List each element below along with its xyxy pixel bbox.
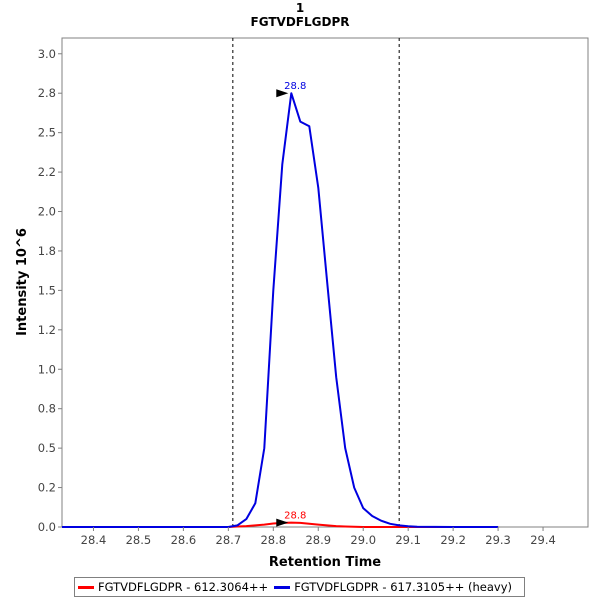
legend-label-light: FGTVDFLGDPR - 612.3064++ xyxy=(98,580,269,594)
y-tick-label-2: 0.5 xyxy=(38,441,56,455)
y-tick-label-0: 0.0 xyxy=(38,520,56,534)
x-tick-label-7: 29.1 xyxy=(395,533,421,547)
plot-area xyxy=(61,37,589,528)
peak-marker-1 xyxy=(276,89,289,98)
x-tick-label-3: 28.7 xyxy=(216,533,242,547)
x-axis-label: Retention Time xyxy=(269,555,381,570)
x-tick-label-6: 29.0 xyxy=(350,533,376,547)
legend-swatch-blue xyxy=(274,585,291,589)
x-tick-label-8: 29.2 xyxy=(440,533,466,547)
peak-marker-0 xyxy=(276,518,289,527)
y-tick-label-3: 0.8 xyxy=(38,402,56,416)
x-tick-label-9: 29.3 xyxy=(485,533,511,547)
x-tick-label-0: 28.4 xyxy=(81,533,107,547)
x-tick-label-10: 29.4 xyxy=(530,533,556,547)
legend-entry-heavy: FGTVDFLGDPR - 617.3105++ (heavy) xyxy=(274,580,512,594)
y-tick-label-1: 0.2 xyxy=(38,481,56,495)
legend-entry-light: FGTVDFLGDPR - 612.3064++ xyxy=(78,580,268,594)
y-tick-label-10: 2.5 xyxy=(38,126,56,140)
peak-label-0: 28.8 xyxy=(284,511,306,522)
chart-title: 1 xyxy=(295,1,305,15)
x-tick-label-1: 28.5 xyxy=(126,533,152,547)
x-tick-label-5: 28.9 xyxy=(305,533,331,547)
y-tick-label-9: 2.2 xyxy=(38,165,56,179)
y-tick-label-11: 2.8 xyxy=(38,86,56,100)
peak-label-1: 28.8 xyxy=(284,81,306,92)
legend-swatch-red xyxy=(78,585,94,589)
y-tick-label-6: 1.5 xyxy=(38,283,56,297)
y-tick-label-12: 3.0 xyxy=(38,47,56,61)
legend: FGTVDFLGDPR - 612.3064++ FGTVDFLGDPR - 6… xyxy=(74,577,525,597)
series-line-0 xyxy=(62,521,499,528)
y-tick-label-8: 2.0 xyxy=(38,205,56,219)
y-tick-label-4: 1.0 xyxy=(38,362,56,376)
y-tick-label-7: 1.8 xyxy=(38,244,56,258)
x-tick-label-4: 28.8 xyxy=(260,533,286,547)
y-axis-label: Intensity 10^6 xyxy=(15,228,30,336)
x-tick-label-2: 28.6 xyxy=(171,533,197,547)
chart-subtitle: FGTVDFLGDPR xyxy=(250,15,350,29)
legend-label-heavy: FGTVDFLGDPR - 617.3105++ (heavy) xyxy=(294,580,513,594)
y-tick-label-5: 1.2 xyxy=(38,323,56,337)
series-line-1 xyxy=(62,92,499,528)
